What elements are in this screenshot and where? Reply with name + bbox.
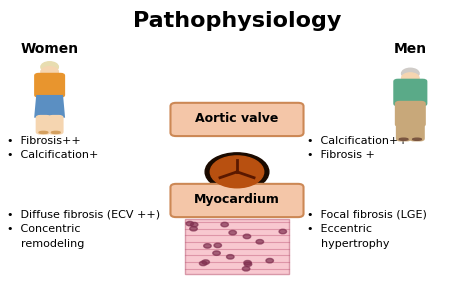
FancyBboxPatch shape (34, 73, 65, 98)
Text: •  Calcification++
•  Fibrosis +: • Calcification++ • Fibrosis + (307, 135, 408, 160)
Text: Aortic valve: Aortic valve (195, 112, 279, 125)
FancyBboxPatch shape (48, 115, 64, 135)
Circle shape (221, 222, 228, 227)
Circle shape (202, 260, 210, 264)
Text: Myocardium: Myocardium (194, 193, 280, 206)
Text: Women: Women (20, 42, 79, 56)
FancyBboxPatch shape (184, 219, 290, 274)
Circle shape (200, 261, 207, 266)
FancyBboxPatch shape (395, 101, 426, 127)
Ellipse shape (399, 138, 408, 140)
FancyBboxPatch shape (171, 103, 303, 136)
Circle shape (401, 68, 419, 79)
Circle shape (244, 260, 251, 265)
Circle shape (242, 266, 250, 271)
Text: •  Focal fibrosis (LGE)
•  Eccentric
    hypertrophy: • Focal fibrosis (LGE) • Eccentric hyper… (307, 209, 427, 249)
Text: Men: Men (394, 42, 427, 56)
Circle shape (204, 244, 211, 248)
FancyBboxPatch shape (393, 79, 428, 106)
Circle shape (213, 251, 220, 255)
Circle shape (190, 227, 197, 231)
FancyBboxPatch shape (409, 121, 425, 141)
Ellipse shape (39, 131, 48, 133)
Circle shape (243, 234, 251, 239)
Ellipse shape (413, 138, 421, 140)
Circle shape (41, 62, 58, 72)
Circle shape (266, 258, 273, 263)
Circle shape (214, 243, 221, 248)
Circle shape (256, 239, 264, 244)
Ellipse shape (51, 131, 60, 133)
Circle shape (227, 255, 234, 259)
Text: •  Diffuse fibrosis (ECV ++)
•  Concentric
    remodeling: • Diffuse fibrosis (ECV ++) • Concentric… (8, 209, 161, 249)
Circle shape (244, 262, 252, 266)
FancyBboxPatch shape (171, 184, 303, 217)
Circle shape (229, 230, 237, 235)
Text: Pathophysiology: Pathophysiology (133, 11, 341, 31)
Circle shape (205, 153, 269, 191)
Text: •  Fibrosis++
•  Calcification+: • Fibrosis++ • Calcification+ (8, 135, 99, 160)
Circle shape (186, 221, 193, 226)
Circle shape (279, 229, 287, 234)
FancyBboxPatch shape (396, 121, 411, 141)
FancyBboxPatch shape (36, 115, 51, 135)
Polygon shape (34, 95, 65, 118)
Circle shape (41, 67, 58, 77)
Circle shape (210, 156, 264, 188)
Circle shape (401, 73, 419, 83)
Circle shape (191, 222, 198, 227)
